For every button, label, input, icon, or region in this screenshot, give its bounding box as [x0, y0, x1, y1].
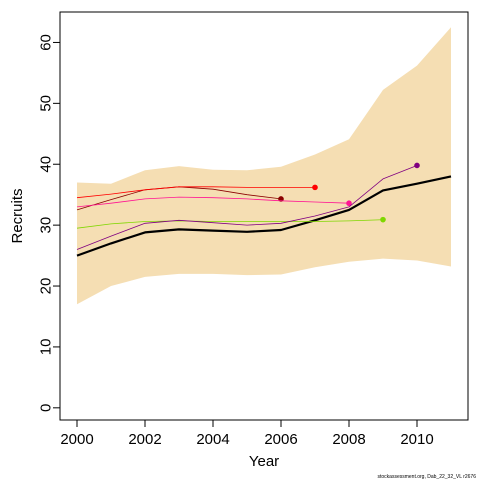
y-axis-title: Recruits — [9, 188, 26, 243]
x-tick-label: 2000 — [60, 431, 93, 448]
y-tick-label: 60 — [38, 34, 55, 51]
y-tick-label: 50 — [38, 95, 55, 112]
series-line-5 — [76, 165, 418, 250]
x-axis-title: Year — [249, 453, 279, 470]
y-tick-label: 40 — [38, 156, 55, 173]
x-tick-label: 2004 — [196, 431, 229, 448]
x-tick-label: 2010 — [400, 431, 433, 448]
x-tick-label: 2006 — [264, 431, 297, 448]
x-tick-label: 2002 — [128, 431, 161, 448]
series-line-2 — [76, 186, 315, 199]
y-tick-label: 20 — [38, 278, 55, 295]
x-axis: 2000 2002 2004 2006 2008 2010 — [60, 419, 434, 448]
y-tick-label: 10 — [38, 339, 55, 356]
series-line-4 — [76, 219, 384, 229]
confidence-band-layer — [77, 27, 451, 305]
series-line-3 — [76, 196, 350, 208]
series-end-point-2 — [312, 184, 318, 191]
confidence-band — [77, 27, 451, 305]
series-end-point-3 — [346, 200, 352, 207]
series-line-0 — [76, 175, 452, 257]
footer-note: stockassessment.org, Dab_22_32_VL r2676 — [378, 474, 477, 480]
y-axis: 0 10 20 30 40 50 60 — [38, 34, 61, 412]
series-layer — [76, 162, 452, 257]
x-tick-label: 2008 — [332, 431, 365, 448]
y-tick-label: 30 — [38, 217, 55, 234]
series-end-point-5 — [414, 162, 420, 169]
y-tick-label: 0 — [38, 404, 55, 412]
series-end-point-4 — [380, 216, 386, 223]
